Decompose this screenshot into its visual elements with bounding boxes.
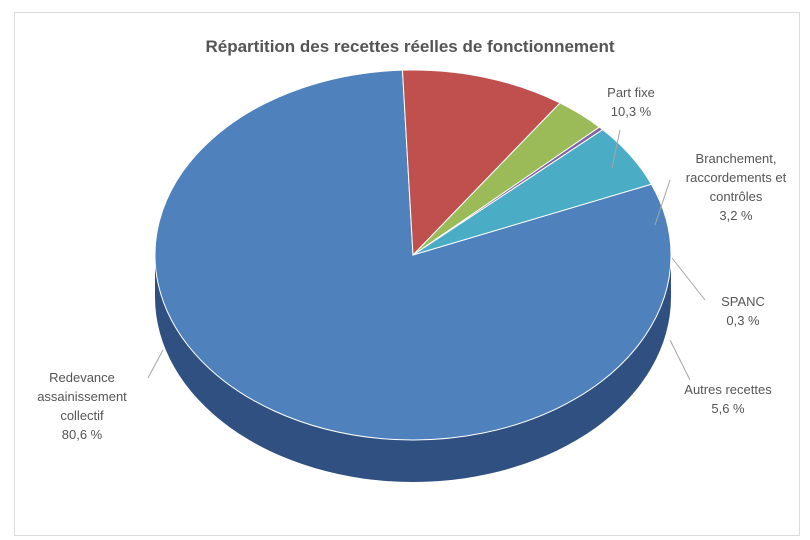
slice-label-line: Branchement, (696, 151, 777, 166)
slice-label-line: 80,6 % (62, 427, 103, 442)
slice-label-line: 3,2 % (719, 208, 753, 223)
slice-label-line: 5,6 % (711, 401, 745, 416)
leader-line-0 (147, 349, 164, 379)
chart-title: Répartition des recettes réelles de fonc… (205, 37, 614, 56)
leader-line-2 (654, 179, 671, 226)
slice-label-3: SPANC 0,3 % (721, 294, 765, 328)
slice-label-line: raccordements et (686, 170, 787, 185)
pie-slice-1 (401, 69, 561, 257)
slice-label-line: assainissement (37, 389, 127, 404)
slice-label-line: Autres recettes (684, 382, 772, 397)
leader-line-4 (669, 339, 691, 381)
pie-tops (154, 69, 672, 441)
pie-sides (155, 255, 671, 482)
leader-line-3 (671, 257, 706, 301)
slice-label-1: Part fixe 10,3 % (607, 85, 655, 119)
slice-label-line: 10,3 % (611, 104, 652, 119)
pie-labels: Redevance assainissement collectif 80,6 % Pa… (37, 85, 786, 442)
slice-label-line: collectif (60, 408, 104, 423)
slice-label-line: Part fixe (607, 85, 655, 100)
slice-label-line: 0,3 % (726, 313, 760, 328)
pie-side-0 (155, 255, 671, 482)
slice-label-0: Redevance assainissement collectif 80,6 % (37, 370, 127, 442)
slice-label-4: Autres recettes 5,6 % (684, 382, 772, 416)
pie-leader-lines (147, 129, 706, 381)
slice-label-line: contrôles (710, 189, 763, 204)
leader-line-1 (611, 129, 621, 169)
slice-label-line: Redevance (49, 370, 115, 385)
slice-label-line: SPANC (721, 294, 765, 309)
pie-slice-4 (412, 129, 653, 256)
slice-label-2: Branchement, raccordements et contrôles 3,2… (686, 151, 787, 223)
